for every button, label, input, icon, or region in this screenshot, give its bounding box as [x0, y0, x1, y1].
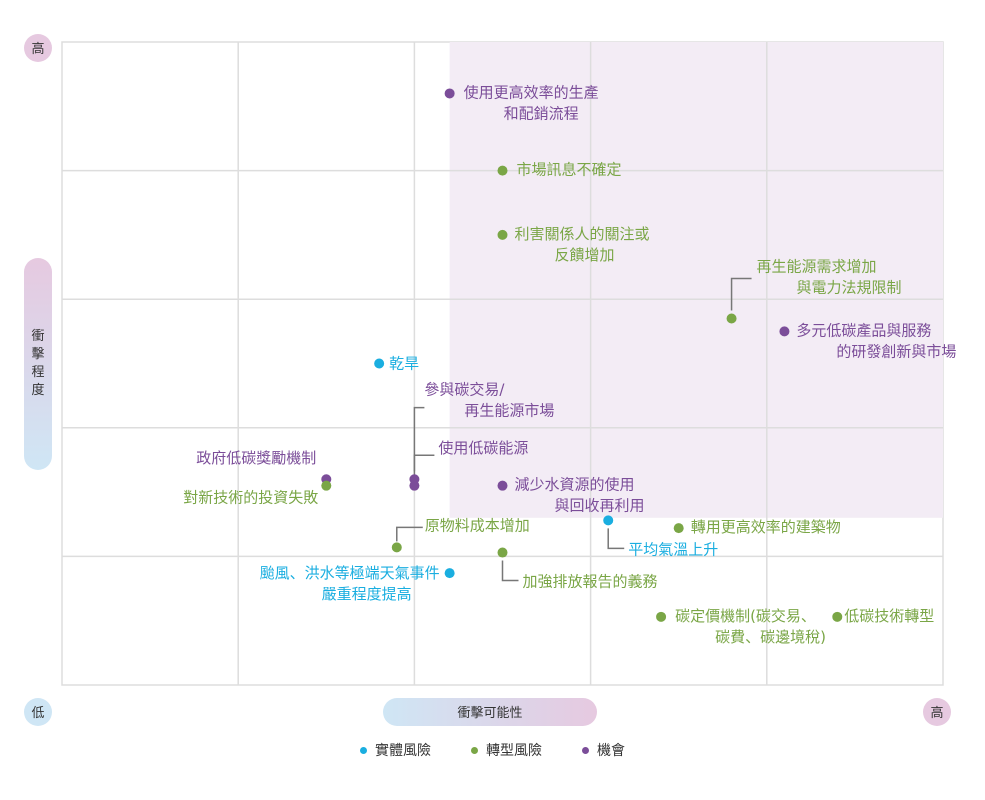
leader-line [413, 454, 435, 472]
legend-marker-physical [360, 746, 367, 754]
x-axis-title-pill [383, 698, 597, 726]
point-label: 使用更高效率的生產和配銷流程 [464, 83, 599, 122]
point-transition [497, 547, 508, 558]
leader-line [730, 277, 752, 311]
point-label: 加強排放報告的義務 [523, 573, 658, 591]
legend-label-transition: 轉型風險 [486, 743, 542, 759]
point-transition [673, 523, 684, 534]
point-label-line: 利害關係人的關注或 [515, 225, 650, 243]
point-label-line: 使用更高效率的生產 [464, 83, 599, 101]
legend-marker-transition [471, 746, 478, 754]
point-label-line: 嚴重程度提高 [322, 585, 412, 603]
point-label-line: 使用低碳能源 [438, 439, 528, 457]
point-label-line: 的研發創新與市場 [836, 342, 956, 360]
x-axis-low-badge [24, 698, 52, 726]
point-label-line: 原物料成本增加 [425, 516, 530, 534]
y-axis-title-pill [24, 258, 52, 470]
leader-line [607, 528, 625, 550]
point-label-line: 平均氣溫上升 [628, 540, 718, 558]
point-label: 減少水資源的使用與回收再利用 [515, 476, 645, 515]
y-axis-high-label: 高 [31, 41, 44, 57]
legend-item-transition: 轉型風險 [471, 740, 542, 760]
y-axis-high-badge [24, 34, 52, 62]
point-transition [497, 165, 508, 176]
leader-line [501, 560, 519, 582]
point-label-line: 碳定價機制(碳交易、 [675, 607, 816, 625]
point-label-line: 與回收再利用 [555, 497, 645, 515]
point-label: 政府低碳獎勵機制 [196, 449, 316, 467]
point-opportunity [409, 474, 420, 485]
point-transition [391, 542, 402, 553]
point-label-line: 市場訊息不確定 [517, 161, 622, 179]
point-label: 轉用更高效率的建築物 [691, 518, 841, 536]
y-axis-title-char: 程 [31, 365, 44, 380]
point-opportunity [444, 88, 455, 99]
legend-marker-opportunity [582, 746, 589, 754]
point-label: 多元低碳產品與服務的研發創新與市場 [796, 321, 956, 360]
point-label: 對新技術的投資失敗 [183, 489, 318, 507]
y-axis-title-char: 擊 [31, 346, 44, 362]
point-transition [726, 313, 737, 324]
point-label: 參與碳交易/再生能源市場 [424, 381, 554, 420]
point-label: 颱風、洪水等極端天氣事件嚴重程度提高 [260, 564, 440, 603]
point-label-line: 和配銷流程 [504, 104, 579, 122]
point-physical [444, 568, 455, 579]
point-label: 原物料成本增加 [425, 516, 530, 534]
legend-label-physical: 實體風險 [375, 743, 431, 759]
legend-label-opportunity: 機會 [597, 743, 625, 759]
point-label: 再生能源需求增加與電力法規限制 [757, 257, 902, 296]
x-axis-high-label: 高 [930, 705, 943, 721]
point-label-line: 減少水資源的使用 [515, 476, 635, 494]
y-axis-title-char: 衝 [31, 329, 44, 344]
point-label-line: 政府低碳獎勵機制 [196, 449, 316, 467]
chart-legend: 實體風險 轉型風險 機會 [0, 740, 985, 760]
point-opportunity [779, 326, 790, 337]
point-physical [374, 358, 385, 369]
point-label-line: 多元低碳產品與服務 [796, 321, 931, 339]
point-transition [832, 611, 843, 622]
point-transition [321, 480, 332, 491]
y-axis-title: 衝擊程度 [31, 329, 44, 398]
point-label: 低碳技術轉型 [844, 607, 934, 625]
point-transition [497, 229, 508, 240]
point-label: 乾旱 [389, 355, 419, 373]
point-label: 市場訊息不確定 [517, 161, 622, 179]
y-axis-title-char: 度 [31, 382, 44, 398]
point-label-line: 颱風、洪水等極端天氣事件 [260, 564, 440, 582]
point-opportunity [497, 480, 508, 491]
point-label-line: 再生能源需求增加 [757, 257, 877, 275]
point-label: 平均氣溫上升 [628, 540, 718, 558]
point-label-line: 乾旱 [389, 355, 419, 373]
point-label-line: 與電力法規限制 [797, 278, 902, 296]
point-label-line: 轉用更高效率的建築物 [691, 518, 841, 536]
point-label: 碳定價機制(碳交易、碳費、碳邊境稅) [675, 607, 826, 646]
legend-item-opportunity: 機會 [582, 740, 625, 760]
point-label-line: 反饋增加 [555, 246, 615, 264]
x-axis-high-badge [923, 698, 951, 726]
leader-line [413, 406, 425, 476]
point-label: 利害關係人的關注或反饋增加 [515, 225, 650, 264]
point-label-line: 再生能源市場 [464, 402, 554, 420]
x-axis-title: 衝擊可能性 [457, 705, 522, 721]
point-label-line: 加強排放報告的義務 [523, 573, 658, 591]
point-label-line: 對新技術的投資失敗 [183, 489, 318, 507]
point-physical [603, 515, 614, 526]
x-axis-low-label: 低 [31, 706, 44, 721]
point-label: 使用低碳能源 [438, 439, 528, 457]
legend-item-physical: 實體風險 [360, 740, 431, 760]
highlight-region [449, 42, 943, 518]
point-label-line: 低碳技術轉型 [844, 607, 934, 625]
point-transition [656, 611, 667, 622]
leader-line [396, 526, 423, 542]
point-label-line: 碳費、碳邊境稅) [715, 628, 826, 646]
point-label-line: 參與碳交易/ [424, 381, 505, 399]
